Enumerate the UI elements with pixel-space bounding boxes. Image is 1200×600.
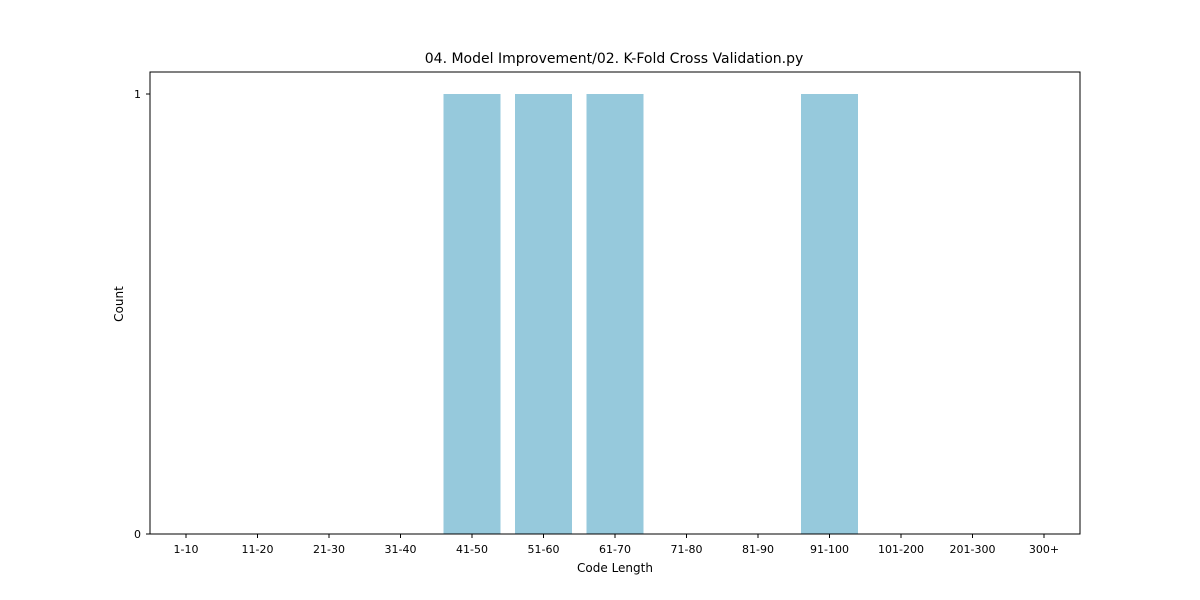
- x-tick-label: 21-30: [313, 543, 345, 556]
- x-tick-label: 81-90: [742, 543, 774, 556]
- bar-51-60: [515, 94, 572, 534]
- chart-title: 04. Model Improvement/02. K-Fold Cross V…: [425, 51, 804, 67]
- x-tick-label: 31-40: [385, 543, 417, 556]
- x-tick-label: 71-80: [671, 543, 703, 556]
- x-tick-label: 41-50: [456, 543, 488, 556]
- x-tick-label: 51-60: [528, 543, 560, 556]
- x-tick-label: 300+: [1029, 543, 1059, 556]
- y-tick-label: 1: [134, 88, 141, 101]
- bar-41-50: [443, 94, 501, 534]
- x-axis-label: Code Length: [577, 561, 653, 575]
- bar-61-70: [586, 94, 644, 534]
- x-tick-label: 91-100: [810, 543, 849, 556]
- y-tick-label: 0: [134, 528, 141, 541]
- y-axis-label: Count: [112, 286, 126, 322]
- x-tick-label: 61-70: [599, 543, 631, 556]
- x-axis: 1-10 11-20 21-30 31-40 41-50 51-60 61-70 71-80 8…: [174, 534, 1059, 556]
- x-tick-label: 1-10: [174, 543, 199, 556]
- x-tick-label: 201-300: [950, 543, 996, 556]
- y-axis: 01: [134, 88, 150, 541]
- bars-layer: [443, 94, 858, 534]
- bar-91-100: [801, 94, 858, 534]
- x-tick-label: 101-200: [878, 543, 924, 556]
- x-tick-label: 11-20: [242, 543, 274, 556]
